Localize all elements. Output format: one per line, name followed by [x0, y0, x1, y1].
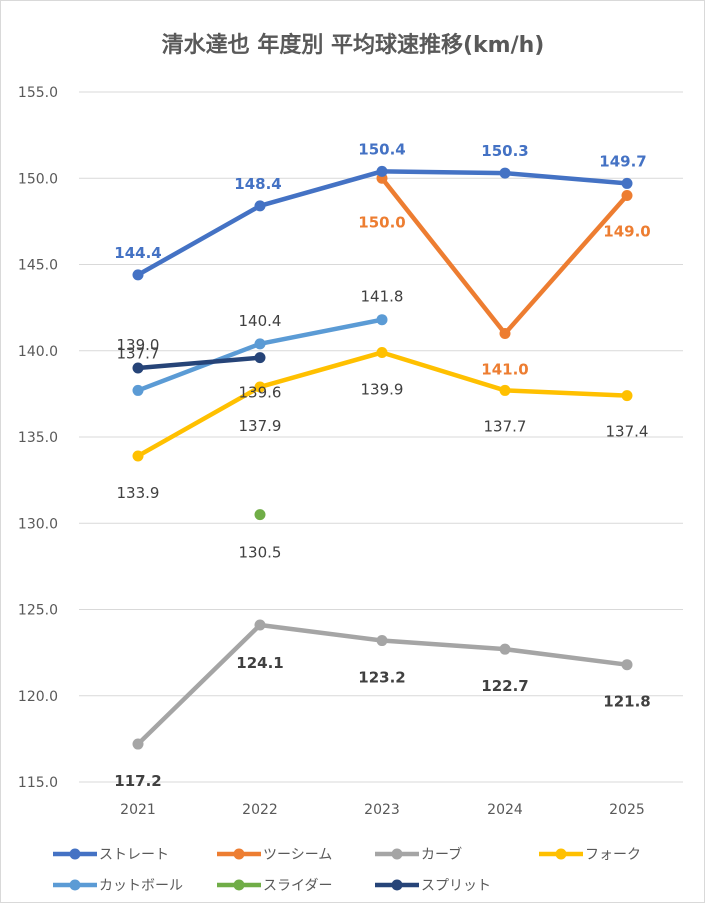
- data-point: [254, 338, 266, 350]
- series-line-4: [135, 341, 263, 393]
- legend-label: カットボール: [99, 878, 183, 894]
- data-point: [254, 381, 266, 393]
- series-line-0: [135, 203, 263, 278]
- series-line-0: [257, 169, 385, 209]
- series-line-2: [135, 622, 263, 747]
- series-line-2: [502, 646, 630, 667]
- data-label: 139.6: [239, 384, 282, 402]
- series-line-3: [135, 384, 263, 459]
- y-tick-label: 120.0: [18, 689, 58, 705]
- data-label: 123.2: [358, 669, 405, 687]
- data-label: 150.4: [358, 140, 405, 158]
- data-label: 133.9: [117, 484, 160, 502]
- data-label: 144.4: [114, 244, 161, 262]
- data-point: [132, 269, 144, 281]
- data-label: 139.9: [361, 380, 404, 398]
- y-tick-label: 125.0: [18, 603, 58, 619]
- data-label: 141.8: [361, 288, 404, 306]
- data-point: [376, 165, 388, 177]
- legend-marker: [391, 848, 403, 860]
- x-tick-label: 2025: [609, 802, 645, 818]
- data-label: 141.0: [481, 361, 528, 379]
- data-label: 124.1: [236, 654, 283, 672]
- chart-title: 清水達也 年度別 平均球速推移(km/h): [162, 32, 545, 58]
- data-point: [376, 346, 388, 358]
- data-point: [376, 314, 388, 326]
- y-tick-label: 130.0: [18, 516, 58, 532]
- series-line-6: [135, 355, 263, 371]
- series-line-2: [257, 622, 385, 643]
- data-point: [132, 450, 144, 462]
- series-line-1: [379, 176, 508, 336]
- data-label: 148.4: [234, 175, 281, 193]
- data-point: [254, 619, 266, 631]
- series-line-4: [257, 317, 385, 347]
- x-tick-label: 2023: [364, 802, 400, 818]
- y-tick-label: 155.0: [18, 85, 58, 101]
- data-point: [376, 635, 388, 647]
- data-label: 137.7: [117, 344, 160, 362]
- legend-label: スプリット: [421, 878, 491, 894]
- series-line-3: [502, 388, 630, 398]
- series-line-3: [257, 350, 385, 390]
- data-label: 139.0: [117, 336, 160, 354]
- data-label: 140.4: [239, 312, 282, 330]
- legend-label: ストレート: [99, 847, 169, 863]
- y-tick-label: 135.0: [18, 430, 58, 446]
- x-tick-label: 2022: [242, 802, 278, 818]
- data-label: 122.7: [481, 677, 528, 695]
- data-point: [499, 167, 511, 179]
- data-label: 137.4: [606, 423, 649, 441]
- y-tick-label: 145.0: [18, 258, 58, 274]
- legend-label: スライダー: [263, 878, 332, 894]
- data-label: 149.0: [603, 223, 650, 241]
- data-point: [254, 509, 266, 521]
- legend-label: カーブ: [421, 846, 462, 863]
- data-point: [621, 177, 633, 189]
- data-point: [254, 352, 266, 364]
- data-point: [621, 190, 633, 201]
- x-tick-label: 2024: [487, 802, 523, 818]
- series-line-1: [502, 193, 630, 336]
- y-tick-label: 140.0: [18, 344, 58, 360]
- legend-marker: [69, 848, 81, 860]
- data-label: 137.7: [484, 417, 527, 435]
- legend-marker: [391, 879, 403, 891]
- legend-label: フォーク: [585, 847, 641, 863]
- series-line-0: [502, 170, 630, 186]
- y-tick-label: 150.0: [18, 171, 58, 187]
- data-label: 117.2: [114, 772, 161, 790]
- series-line-2: [379, 638, 508, 652]
- legend-marker: [233, 879, 245, 891]
- data-label: 121.8: [603, 693, 650, 711]
- series-line-3: [379, 350, 508, 393]
- legend-marker: [69, 879, 81, 891]
- data-label: 150.3: [481, 142, 528, 160]
- data-point: [132, 384, 144, 396]
- y-tick-label: 115.0: [18, 775, 58, 791]
- legend-label: ツーシーム: [263, 847, 332, 863]
- legend-marker: [555, 848, 567, 860]
- data-point: [499, 328, 511, 339]
- data-point: [621, 390, 633, 402]
- legend-marker: [233, 848, 245, 860]
- data-label: 137.9: [239, 417, 282, 435]
- data-point: [132, 362, 144, 374]
- data-point: [621, 659, 633, 671]
- x-tick-label: 2021: [120, 802, 156, 818]
- data-label: 149.7: [599, 152, 646, 170]
- data-point: [499, 384, 511, 396]
- data-point: [254, 200, 266, 212]
- data-label: 130.5: [239, 544, 282, 562]
- data-point: [499, 643, 511, 655]
- data-label: 150.0: [358, 213, 405, 231]
- data-point: [132, 738, 144, 750]
- series-line-0: [379, 169, 508, 176]
